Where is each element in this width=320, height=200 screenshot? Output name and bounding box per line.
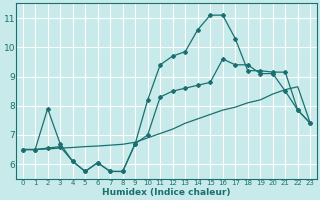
X-axis label: Humidex (Indice chaleur): Humidex (Indice chaleur): [102, 188, 231, 197]
